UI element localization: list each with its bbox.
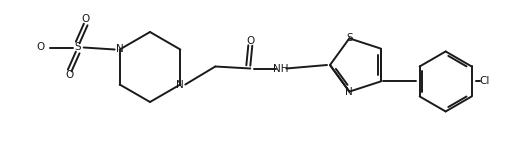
- Text: Cl: Cl: [480, 77, 490, 87]
- Text: O: O: [36, 42, 45, 52]
- Text: S: S: [75, 42, 81, 52]
- Text: N: N: [176, 80, 184, 90]
- Text: N: N: [116, 44, 123, 54]
- Text: O: O: [66, 70, 74, 81]
- Text: N: N: [345, 87, 353, 97]
- Text: O: O: [246, 35, 254, 45]
- Text: S: S: [346, 33, 353, 43]
- Text: O: O: [82, 14, 90, 24]
- Text: NH: NH: [272, 63, 288, 74]
